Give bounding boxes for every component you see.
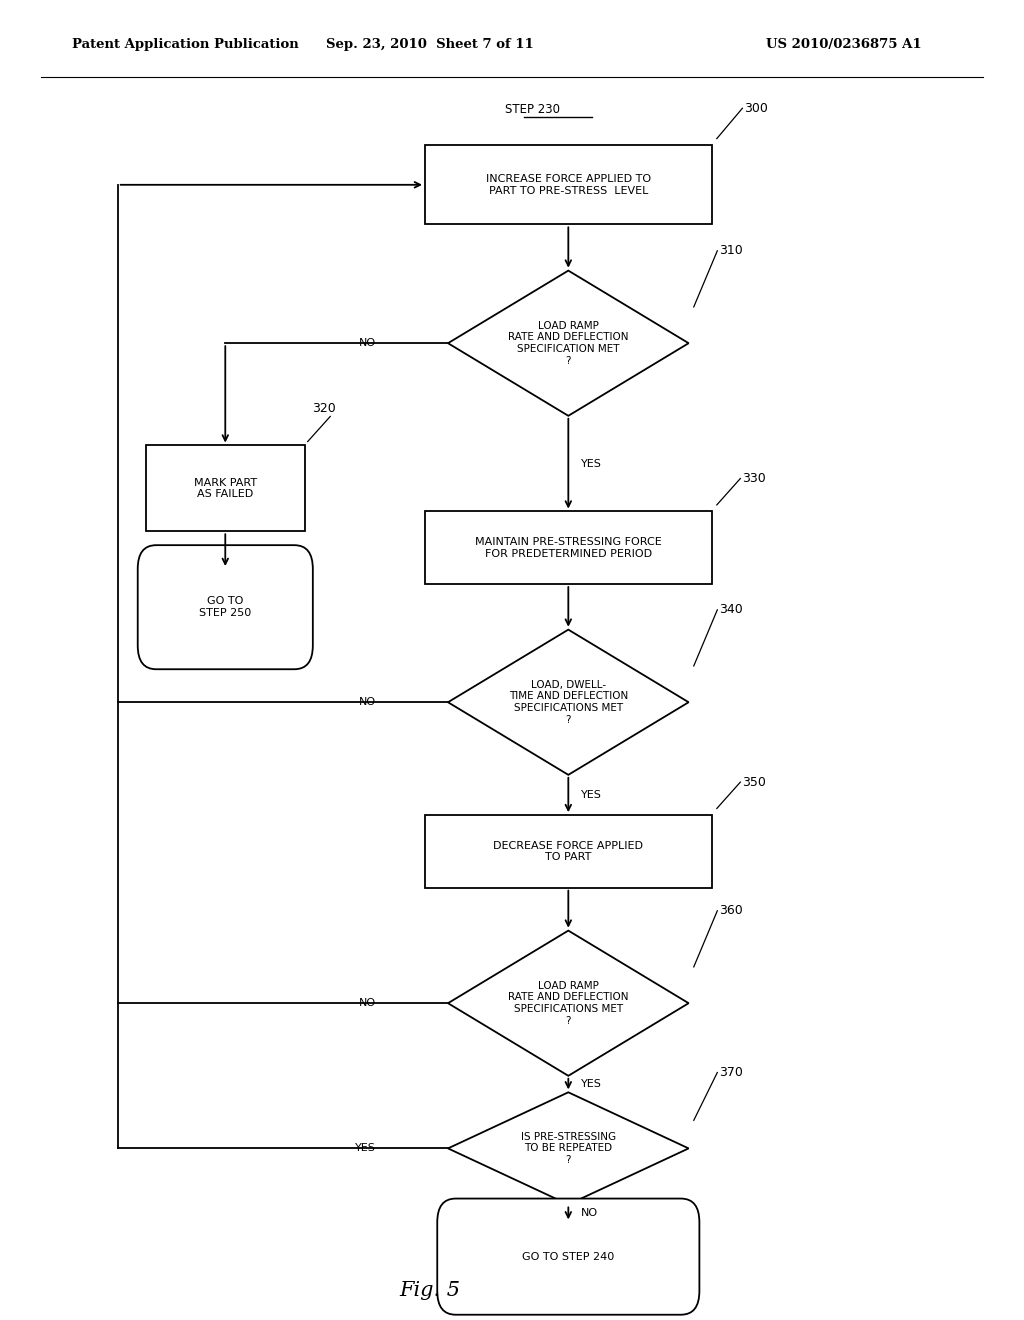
Text: NO: NO: [359, 697, 377, 708]
FancyBboxPatch shape: [437, 1199, 699, 1315]
Text: Patent Application Publication: Patent Application Publication: [72, 38, 298, 51]
Text: Fig. 5: Fig. 5: [399, 1282, 461, 1300]
Text: YES: YES: [581, 1078, 601, 1089]
Text: 340: 340: [720, 603, 743, 616]
Text: NO: NO: [359, 338, 377, 348]
Text: US 2010/0236875 A1: US 2010/0236875 A1: [766, 38, 922, 51]
Bar: [425, 814, 712, 888]
Text: YES: YES: [581, 789, 601, 800]
Bar: [425, 511, 712, 583]
Text: 320: 320: [311, 403, 336, 414]
Text: YES: YES: [581, 458, 601, 469]
FancyBboxPatch shape: [137, 545, 313, 669]
Text: IS PRE-STRESSING
TO BE REPEATED
?: IS PRE-STRESSING TO BE REPEATED ?: [521, 1131, 615, 1166]
Text: NO: NO: [359, 998, 377, 1008]
Bar: [146, 445, 305, 531]
Text: MARK PART
AS FAILED: MARK PART AS FAILED: [194, 478, 257, 499]
Text: LOAD RAMP
RATE AND DEFLECTION
SPECIFICATIONS MET
?: LOAD RAMP RATE AND DEFLECTION SPECIFICAT…: [508, 981, 629, 1026]
Text: DECREASE FORCE APPLIED
TO PART: DECREASE FORCE APPLIED TO PART: [494, 841, 643, 862]
Text: GO TO STEP 240: GO TO STEP 240: [522, 1251, 614, 1262]
Text: 310: 310: [720, 244, 743, 257]
Polygon shape: [449, 1093, 689, 1204]
Text: 350: 350: [742, 776, 766, 788]
Bar: [425, 145, 712, 224]
Text: Sep. 23, 2010  Sheet 7 of 11: Sep. 23, 2010 Sheet 7 of 11: [327, 38, 534, 51]
Polygon shape: [449, 630, 689, 775]
Text: MAINTAIN PRE-STRESSING FORCE
FOR PREDETERMINED PERIOD: MAINTAIN PRE-STRESSING FORCE FOR PREDETE…: [475, 537, 662, 558]
Text: STEP 230: STEP 230: [505, 103, 560, 116]
Text: NO: NO: [581, 1208, 598, 1218]
Text: YES: YES: [355, 1143, 377, 1154]
Text: LOAD RAMP
RATE AND DEFLECTION
SPECIFICATION MET
?: LOAD RAMP RATE AND DEFLECTION SPECIFICAT…: [508, 321, 629, 366]
Text: INCREASE FORCE APPLIED TO
PART TO PRE-STRESS  LEVEL: INCREASE FORCE APPLIED TO PART TO PRE-ST…: [485, 174, 651, 195]
Polygon shape: [449, 931, 689, 1076]
Text: 370: 370: [720, 1067, 743, 1078]
Text: GO TO
STEP 250: GO TO STEP 250: [199, 597, 252, 618]
Polygon shape: [449, 271, 689, 416]
Text: LOAD, DWELL-
TIME AND DEFLECTION
SPECIFICATIONS MET
?: LOAD, DWELL- TIME AND DEFLECTION SPECIFI…: [509, 680, 628, 725]
Text: 300: 300: [744, 102, 768, 115]
Text: 330: 330: [742, 473, 766, 484]
Text: 360: 360: [720, 904, 743, 917]
